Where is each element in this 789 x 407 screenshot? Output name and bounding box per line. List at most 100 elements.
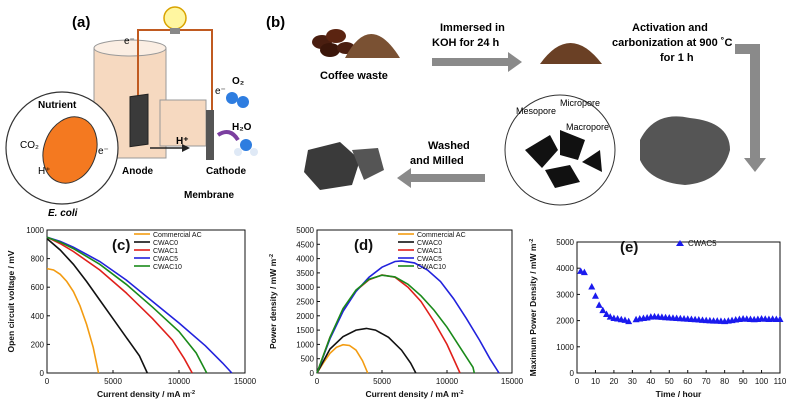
y-tick-label: 5000 xyxy=(296,226,314,235)
panel-a-label: (a) xyxy=(72,14,91,31)
plot-frame xyxy=(576,241,781,374)
x-axis-label: Current density / mA m-2 xyxy=(365,389,463,399)
y-tick-label: 800 xyxy=(31,255,45,264)
anode-chamber-top xyxy=(93,39,167,57)
coffee-powder-icon xyxy=(345,34,400,58)
legend-label: CWAC10 xyxy=(417,264,446,271)
membrane-label: Membrane xyxy=(184,190,235,201)
co2-label: CO₂ xyxy=(20,140,39,151)
legend-label: CWAC5 xyxy=(153,256,178,263)
proton-arrow-icon xyxy=(182,144,190,152)
data-point xyxy=(588,283,596,290)
proton-label: H⁺ xyxy=(176,136,189,147)
legend-label: CWAC10 xyxy=(153,264,182,271)
step1-line1: Immersed in xyxy=(440,22,505,34)
plot-frame xyxy=(316,229,513,374)
arrow-step3-icon xyxy=(397,168,485,188)
connector-tube xyxy=(159,99,207,147)
y-tick-label: 5000 xyxy=(556,238,574,247)
electron-left-label: e⁻ xyxy=(124,36,135,47)
chart-d-power-density: 0 5000 10000 15000 0 500 1000 1500 2000 2500 3000 3… xyxy=(268,226,524,399)
reaction-arrow-icon xyxy=(216,129,240,142)
y-tick-label: 600 xyxy=(31,283,45,292)
y-tick-label: 1000 xyxy=(26,226,44,235)
step2-line3: for 1 h xyxy=(660,52,694,64)
data-point xyxy=(595,301,603,308)
y-tick-label: 200 xyxy=(31,340,45,349)
data-point xyxy=(621,316,629,323)
plot-frame xyxy=(46,229,246,374)
y-tick-label: 3000 xyxy=(296,283,314,292)
x-tick-label: 0 xyxy=(315,377,320,386)
x-tick-label: 80 xyxy=(720,377,729,386)
bacteria-cell-icon xyxy=(42,116,98,184)
y-tick-label: 500 xyxy=(301,355,315,364)
y-tick-label: 1000 xyxy=(556,343,574,352)
x-axis-label-sup: -2 xyxy=(459,390,464,396)
y-tick-label: 0 xyxy=(40,369,45,378)
series-line-cwac5 xyxy=(46,236,233,374)
arrow-step2-icon xyxy=(735,44,760,160)
nutrient-label: Nutrient xyxy=(38,100,77,111)
y-tick-label: 0 xyxy=(310,369,315,378)
proton-inner-label: H⁺ xyxy=(38,166,51,177)
y-tick-label: 4500 xyxy=(296,240,314,249)
series-line-cwac1 xyxy=(46,236,193,374)
data-point xyxy=(577,267,585,274)
y-tick-label: 1500 xyxy=(296,326,314,335)
x-tick-label: 20 xyxy=(609,377,618,386)
step3-line2: and Milled xyxy=(410,155,464,167)
y-tick-label: 3500 xyxy=(296,269,314,278)
panel-a-schematic: (a) e⁻ e⁻ Nutrient CO₂ e⁻ H⁺ E. coli Ano… xyxy=(0,0,260,220)
x-tick-label: 100 xyxy=(755,377,769,386)
h2o-molecule-icon xyxy=(240,139,252,151)
series-line-cwac10 xyxy=(316,274,476,374)
series-line-commercial-ac xyxy=(316,343,369,374)
h2o-label: H₂O xyxy=(232,122,252,133)
milled-carbon-icon xyxy=(304,142,360,190)
panel-b-process: (b) Coffee waste Immersed in KOH for 24 … xyxy=(260,0,789,220)
panel-label: (d) xyxy=(354,237,373,254)
arrow-step1-icon xyxy=(432,52,522,72)
o2-label: O₂ xyxy=(232,76,245,87)
series-line-cwac0 xyxy=(46,237,149,374)
y-tick-label: 3000 xyxy=(556,290,574,299)
x-tick-label: 5000 xyxy=(104,377,122,386)
x-tick-label: 60 xyxy=(683,377,692,386)
x-tick-label: 90 xyxy=(739,377,748,386)
coffee-waste-label: Coffee waste xyxy=(320,70,388,82)
x-tick-label: 50 xyxy=(665,377,674,386)
light-bulb-icon xyxy=(163,6,187,30)
panel-label: (e) xyxy=(620,239,638,256)
y-tick-label: 0 xyxy=(570,369,575,378)
data-point xyxy=(776,315,784,323)
x-tick-label: 10000 xyxy=(168,377,191,386)
data-point xyxy=(591,292,599,299)
step2-line2: carbonization at 900 ˚C xyxy=(612,37,733,49)
legend-label: CWAC5 xyxy=(417,256,442,263)
wire-left xyxy=(137,29,170,115)
legend-label: CWAC1 xyxy=(153,248,178,255)
wire-right xyxy=(180,29,213,130)
x-tick-label: 30 xyxy=(628,377,637,386)
legend-label: Commercial AC xyxy=(417,232,466,239)
y-tick-label: 2500 xyxy=(296,298,314,307)
legend-label: CWAC1 xyxy=(417,248,442,255)
process-flow xyxy=(304,29,766,206)
cathode-electrode xyxy=(206,110,214,160)
y-tick-label: 4000 xyxy=(296,255,314,264)
x-tick-label: 0 xyxy=(575,377,580,386)
y-tick-label: 400 xyxy=(31,312,45,321)
activated-carbon-icon xyxy=(640,116,730,185)
macropore-label: Macropore xyxy=(566,122,610,132)
x-axis-label-sup: -2 xyxy=(190,390,195,396)
y-axis-label: Power density / mW m-2 xyxy=(268,254,278,349)
data-point xyxy=(580,268,588,276)
data-point xyxy=(603,310,611,318)
x-tick-label: 110 xyxy=(774,377,787,386)
bulb-base xyxy=(170,28,180,34)
step3-line1: Washed xyxy=(428,140,470,152)
y-tick-label: 2000 xyxy=(296,312,314,321)
x-tick-label: 40 xyxy=(646,377,655,386)
ecoli-label: E. coli xyxy=(48,208,78,219)
